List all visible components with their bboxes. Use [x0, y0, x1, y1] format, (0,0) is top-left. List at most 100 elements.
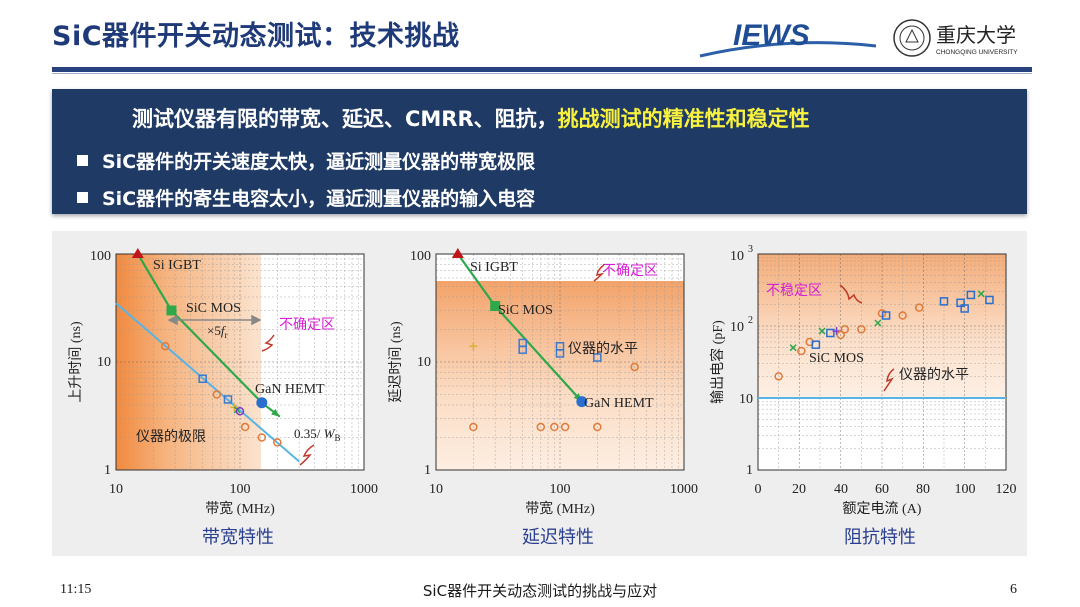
- impedance-caption: 阻抗特性: [844, 527, 916, 548]
- limit-arrow-icon: [299, 444, 315, 466]
- banner-headline: 测试仪器有限的带宽、延迟、CMRR、阻抗，挑战测试的精准性和稳定性: [132, 103, 810, 133]
- cqu-seal-icon: [893, 19, 931, 57]
- data-point: [560, 422, 570, 432]
- si-igbt-label: Si IGBT: [153, 258, 201, 273]
- banner-headline-highlight: 挑战测试的精准性和稳定性: [557, 107, 810, 131]
- x-tick: 60: [875, 482, 889, 497]
- banner-headline-main: 测试仪器有限的带宽、延迟、CMRR、阻抗，: [132, 107, 558, 131]
- x5-label: ×5fr: [207, 323, 227, 340]
- x-axis-label: 带宽 (MHz): [205, 500, 275, 517]
- instrument-limit-label: 仪器的极限: [136, 429, 206, 445]
- data-point: [826, 328, 835, 338]
- data-point: [960, 304, 969, 313]
- trend-arrow-head: [271, 408, 280, 417]
- iews-logo-text: IEWS: [733, 19, 810, 52]
- square-bullet-icon: [77, 192, 88, 203]
- uncertain-arrow-icon: [593, 264, 605, 282]
- delay-chart: Si IGBT SiC MOS 不确定区 仪器的水平 GaN HEMT 1 10…: [388, 248, 698, 517]
- y-tick: 1: [104, 463, 111, 478]
- data-point: [550, 422, 559, 432]
- x-tick: 100: [550, 482, 571, 497]
- formula-label: 0.35/ WB: [294, 426, 340, 443]
- si-igbt-marker: [131, 248, 144, 258]
- data-point: [240, 422, 250, 432]
- gan-hemt-marker: [256, 397, 268, 409]
- footer-subtitle: SiC器件开关动态测试的挑战与应对: [422, 582, 658, 600]
- sic-mos-label: SiC MOS: [809, 351, 864, 366]
- data-point: [161, 341, 170, 351]
- impedance-chart: 不稳定区 SiC MOS 仪器的水平 1 10 10 2 10 3 0 20 4…: [709, 244, 1017, 517]
- x-tick: 100: [230, 482, 251, 497]
- data-point: [805, 337, 814, 347]
- data-point: [212, 390, 222, 399]
- data-point: [469, 422, 478, 432]
- cqu-logo: 重庆大学 CHONGQING UNIVERSITY: [893, 19, 1018, 57]
- bullet-text: SiC器件的开关速度太快，逼近测量仪器的带宽极限: [102, 151, 536, 173]
- x-tick: 80: [916, 482, 930, 497]
- data-point: [518, 345, 527, 354]
- y-tick: 10: [739, 392, 753, 407]
- data-point: [939, 297, 949, 306]
- x-tick: 100: [955, 482, 976, 497]
- data-point: [811, 340, 821, 349]
- cqu-name-en: CHONGQING UNIVERSITY: [936, 49, 1018, 56]
- x-tick: 1000: [350, 482, 378, 497]
- bandwidth-chart: Si IGBT SiC MOS ×5fr 不确定区 GaN HEMT 仪器的极限…: [68, 248, 378, 517]
- data-point: [977, 290, 985, 298]
- uncertain-arrow-icon: [261, 334, 275, 352]
- y-tick: 100: [90, 249, 111, 264]
- sic-mos-marker: [166, 305, 177, 316]
- instrument-level-label: 仪器的水平: [899, 367, 969, 383]
- uncertain-region-label: 不确定区: [602, 263, 658, 279]
- sic-mos-marker: [490, 301, 501, 312]
- unstable-region-label: 不稳定区: [766, 283, 822, 299]
- header-divider: [52, 67, 1032, 72]
- si-igbt-label: Si IGBT: [470, 260, 518, 275]
- delay-caption: 延迟特性: [522, 527, 594, 548]
- y-tick: 10: [417, 355, 431, 370]
- square-bullet-icon: [77, 155, 88, 166]
- data-point: [223, 395, 233, 404]
- x-axis-label: 额定电流 (A): [843, 501, 922, 517]
- data-point: [985, 295, 994, 305]
- y-axis-label: 延迟时间 (ns): [388, 321, 404, 403]
- data-point: [789, 344, 797, 352]
- data-point: [840, 325, 850, 334]
- bandwidth-caption: 带宽特性: [202, 527, 274, 548]
- bullet-item: SiC器件的开关速度太快，逼近测量仪器的带宽极限: [77, 147, 535, 174]
- x-tick: 1000: [670, 482, 698, 497]
- data-point: [857, 325, 866, 334]
- key-points-banner: 测试仪器有限的带宽、延迟、CMRR、阻抗，挑战测试的精准性和稳定性 SiC器件的…: [52, 89, 1027, 214]
- y-axis-label: 输出电容 (pF): [709, 320, 726, 404]
- x-axis-label: 带宽 (MHz): [525, 500, 595, 517]
- data-point: [966, 290, 976, 300]
- data-point: [874, 319, 882, 327]
- header-divider-thin: [52, 73, 1032, 74]
- instrument-limit-line: [115, 302, 300, 463]
- x-tick: 10: [109, 482, 123, 497]
- x-tick: 0: [755, 482, 762, 497]
- gan-hemt-marker: [576, 396, 588, 408]
- data-point: [257, 433, 267, 442]
- y-tick: 100: [410, 249, 431, 264]
- y-tick: 10: [730, 320, 744, 335]
- data-point: [235, 406, 245, 416]
- data-point: [836, 330, 845, 340]
- x-tick: 120: [996, 482, 1017, 497]
- unstable-arrow-icon: [839, 284, 863, 304]
- y-tick: 10: [97, 355, 111, 370]
- y-tick: 10: [730, 249, 744, 264]
- gan-hemt-label: GaN HEMT: [255, 382, 325, 397]
- bullet-item: SiC器件的寄生电容太小，逼近测量仪器的输入电容: [77, 184, 535, 211]
- data-point: [469, 342, 478, 351]
- y-tick-exponent: 2: [748, 315, 753, 326]
- data-point: [797, 346, 806, 356]
- sic-mos-label: SiC MOS: [186, 301, 241, 316]
- trend-arrow: [136, 253, 281, 418]
- footer-time: 11:15: [60, 582, 92, 597]
- x-tick: 20: [792, 482, 806, 497]
- x-tick: 10: [429, 482, 443, 497]
- data-point: [593, 353, 602, 362]
- data-point: [593, 422, 602, 432]
- data-point: [898, 311, 907, 320]
